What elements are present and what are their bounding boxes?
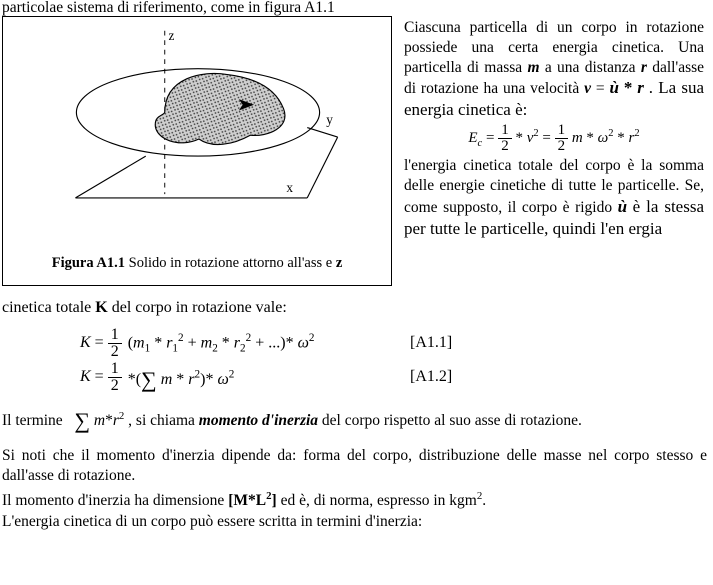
- axis-y-label: y: [326, 112, 333, 127]
- paragraph-dimension: Il momento d'inerzia ha dimensione [M*L2…: [2, 490, 707, 511]
- var-omega2: ù: [618, 197, 627, 216]
- eq-2a: 2: [533, 128, 538, 139]
- eq2-2r: 2: [195, 369, 201, 381]
- var-m: m: [528, 59, 540, 76]
- eq1-w: ω: [298, 334, 309, 351]
- eq-2b: 2: [608, 128, 613, 139]
- eq1-m1: m: [133, 334, 145, 351]
- right-t2: a una distanza: [545, 59, 641, 76]
- equation-ec: Ec = 12 * v2 = 12 m * ω2 * r2: [404, 123, 704, 154]
- eq2-tag: [A1.2]: [410, 367, 452, 387]
- var-r2: r: [637, 78, 644, 97]
- eq-Ec: E: [468, 130, 477, 146]
- eq-2c: 2: [634, 128, 639, 139]
- op-star: *: [624, 78, 633, 97]
- var-v: v: [584, 80, 591, 97]
- var-r: r: [641, 59, 647, 76]
- par3-b: ed è, di norma, espresso in kgm: [281, 492, 477, 509]
- equation-a1-2: K = 12 *(∑ m * r2)* ω2 [A1.2]: [80, 360, 640, 394]
- k-line: cinetica totale K del corpo in rotazione…: [2, 298, 702, 318]
- eq2-m: m: [161, 371, 173, 388]
- par3-c: .: [482, 492, 486, 509]
- eq2-n: 1: [108, 361, 122, 378]
- kline-b: del corpo in rotazione vale:: [112, 299, 287, 316]
- equation-a1-1: K = 12 (m1 * r12 + m2 * r22 + ...)* ω2 […: [80, 326, 640, 360]
- eq-m: m: [572, 130, 583, 146]
- eq1-n: 1: [108, 327, 122, 344]
- par1-c: del corpo rispetto al suo asse di rotazi…: [322, 412, 582, 429]
- right-paragraph: Ciascuna particella di un corpo in rotaz…: [404, 18, 704, 239]
- figure-svg: z y x: [13, 25, 383, 215]
- figure-a1-1: z y x Figura A1.1 Solido in rotazione at…: [2, 16, 392, 286]
- eq1-m2: m: [201, 334, 213, 351]
- par1-term: momento d'inerzia: [199, 412, 318, 429]
- eq-sign: =: [596, 80, 610, 97]
- kline-a: cinetica totale: [2, 299, 95, 316]
- paragraph-inertia: L'energia cinetica di un corpo può esser…: [2, 512, 707, 532]
- kline-K: K: [95, 299, 107, 316]
- figure-caption-text: Solido in rotazione attorno all'ass e: [125, 255, 336, 271]
- eq1-tag: [A1.1]: [410, 333, 452, 353]
- var-omega: ù: [610, 78, 619, 97]
- eq-w: ω: [598, 130, 609, 146]
- eq1-d: 2: [108, 344, 122, 360]
- par3-dimc: ]: [272, 492, 277, 509]
- eq2-d: 2: [108, 378, 122, 394]
- eq2-K: K: [80, 367, 91, 387]
- equation-block: K = 12 (m1 * r12 + m2 * r22 + ...)* ω2 […: [80, 326, 640, 394]
- par1-m: m: [94, 412, 105, 429]
- paragraph-momento: Il termine ∑ m*r2 , si chiama momento d'…: [2, 404, 707, 432]
- par1-sum: ∑: [74, 408, 90, 433]
- eq-c: c: [478, 138, 483, 149]
- frac-d2: 2: [555, 139, 569, 154]
- eq1-2: 2: [309, 332, 315, 344]
- figure-caption: Figura A1.1 Solido in rotazione attorno …: [3, 254, 391, 273]
- figure-caption-axis: z: [336, 255, 342, 271]
- par3-dim: [M*L: [228, 492, 266, 509]
- par1-a: Il termine: [2, 412, 67, 429]
- paragraph-note: Si noti che il momento d'inerzia dipende…: [2, 446, 707, 486]
- frac-n1: 1: [498, 123, 512, 139]
- eq1-K: K: [80, 333, 91, 353]
- axis-z-label: z: [169, 28, 175, 43]
- frac-n2: 1: [555, 123, 569, 139]
- par3-a: Il momento d'inerzia ha dimensione: [2, 492, 228, 509]
- eq2-w: ω: [217, 371, 228, 388]
- frac-d1: 2: [498, 139, 512, 154]
- axis-x-label: x: [286, 180, 293, 195]
- figure-caption-label: Figura A1.1: [52, 255, 125, 271]
- eq2-2w: 2: [229, 369, 235, 381]
- eq2-sum: ∑: [141, 367, 157, 392]
- par1-b: , si chiama: [128, 412, 199, 429]
